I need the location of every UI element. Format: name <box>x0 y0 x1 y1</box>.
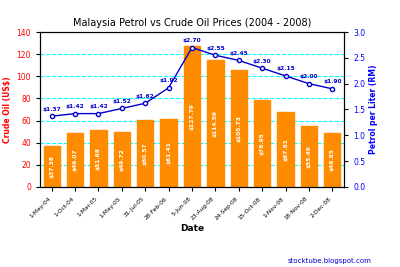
Bar <box>207 60 224 187</box>
Text: $49.07: $49.07 <box>72 148 78 171</box>
Bar <box>324 133 340 187</box>
Text: stocktube.blogspot.com: stocktube.blogspot.com <box>288 258 372 264</box>
Text: $37.38: $37.38 <box>49 155 54 178</box>
Text: $61.41: $61.41 <box>166 142 171 164</box>
Text: $49.72: $49.72 <box>119 148 124 171</box>
Text: $2.15: $2.15 <box>276 66 295 71</box>
Bar <box>230 70 247 187</box>
Text: $1.92: $1.92 <box>159 78 178 83</box>
Bar <box>114 132 130 187</box>
Text: $1.52: $1.52 <box>112 99 131 104</box>
Text: $48.85: $48.85 <box>330 148 335 171</box>
Bar <box>301 125 317 187</box>
Text: $51.68: $51.68 <box>96 147 101 170</box>
Y-axis label: Crude Oil (US$): Crude Oil (US$) <box>3 76 12 143</box>
Text: $1.62: $1.62 <box>136 94 155 99</box>
Text: $2.00: $2.00 <box>300 74 318 79</box>
Text: $1.42: $1.42 <box>89 104 108 109</box>
Text: $114.59: $114.59 <box>213 110 218 137</box>
Text: $105.73: $105.73 <box>236 115 241 142</box>
Title: Malaysia Petrol vs Crude Oil Prices (2004 - 2008): Malaysia Petrol vs Crude Oil Prices (200… <box>73 18 311 29</box>
Text: $67.81: $67.81 <box>283 138 288 161</box>
Bar <box>137 120 154 187</box>
Bar <box>184 46 200 187</box>
Bar <box>67 133 83 187</box>
Bar <box>90 130 107 187</box>
Bar <box>44 146 60 187</box>
Bar <box>160 119 177 187</box>
Bar <box>254 100 270 187</box>
Text: $2.70: $2.70 <box>183 38 201 43</box>
Text: $127.79: $127.79 <box>190 103 194 130</box>
Text: $1.37: $1.37 <box>42 107 61 112</box>
X-axis label: Date: Date <box>180 224 204 233</box>
Bar <box>277 112 294 187</box>
Text: $1.42: $1.42 <box>66 104 84 109</box>
Text: $78.95: $78.95 <box>260 132 265 155</box>
Text: $60.57: $60.57 <box>143 142 148 165</box>
Text: $55.49: $55.49 <box>306 145 312 168</box>
Text: $1.90: $1.90 <box>323 79 342 84</box>
Text: $2.30: $2.30 <box>253 58 272 64</box>
Text: $2.45: $2.45 <box>229 51 248 56</box>
Text: $2.55: $2.55 <box>206 46 225 51</box>
Y-axis label: Petrol per Liter (RM): Petrol per Liter (RM) <box>369 65 378 154</box>
